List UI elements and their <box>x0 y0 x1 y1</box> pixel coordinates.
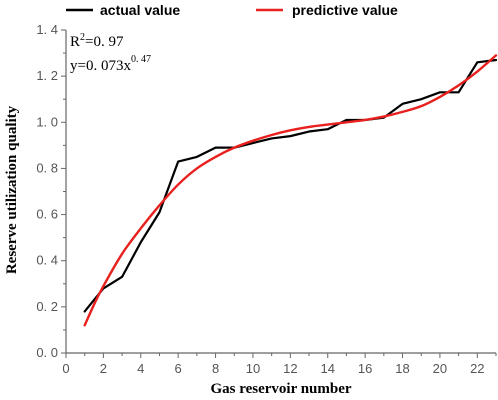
x-tick-label: 16 <box>358 361 372 376</box>
x-tick-label: 20 <box>433 361 447 376</box>
y-tick-label: 0. 2 <box>36 299 58 314</box>
actual-value-line <box>83 58 498 313</box>
x-tick-label: 0 <box>62 361 69 376</box>
plot-frame <box>65 30 496 354</box>
x-tick-label: 18 <box>395 361 409 376</box>
equation-text: y=0. 073x0. 47 <box>70 54 151 74</box>
x-tick-label: 10 <box>246 361 260 376</box>
legend-label-actual: actual value <box>100 2 180 18</box>
y-tick-label: 0. 6 <box>36 207 58 222</box>
x-tick-label: 6 <box>175 361 182 376</box>
r-squared-sup: 2 <box>80 32 85 43</box>
x-tick-label: 4 <box>137 361 144 376</box>
y-tick-label: 0. 4 <box>36 253 58 268</box>
x-tick-label: 14 <box>321 361 335 376</box>
series-layer <box>83 54 498 327</box>
x-tick-label: 22 <box>470 361 484 376</box>
r-squared-base: R <box>70 34 80 50</box>
x-axis-title: Gas reservoir number <box>210 381 351 397</box>
y-tick-label: 0. 8 <box>36 160 58 175</box>
x-tick-label: 12 <box>283 361 297 376</box>
y-ticks: 0. 0 0. 2 0. 4 0. 6 0. 8 1. 0 1. 2 1. 4 <box>36 22 66 360</box>
r-squared-value: =0. 97 <box>85 34 124 50</box>
x-ticks: 0 2 4 6 8 10 12 14 16 18 20 22 <box>62 353 497 376</box>
r-squared-text: R2=0. 97 <box>70 32 124 50</box>
legend-label-predictive: predictive value <box>292 2 398 18</box>
x-tick-label: 2 <box>100 361 107 376</box>
fit-annotation: R2=0. 97 y=0. 073x0. 47 <box>70 32 151 74</box>
legend: actual value predictive value <box>66 2 398 18</box>
predictive-value-line <box>83 54 498 327</box>
y-axis-title: Reserve utilization quality <box>4 105 20 274</box>
y-tick-label: 1. 0 <box>36 114 58 129</box>
y-tick-label: 1. 2 <box>36 68 58 83</box>
x-tick-label: 8 <box>212 361 219 376</box>
equation-base: y=0. 073x <box>70 58 131 74</box>
y-tick-label: 1. 4 <box>36 22 58 37</box>
y-tick-label: 0. 0 <box>36 345 58 360</box>
equation-sup: 0. 47 <box>131 54 151 65</box>
